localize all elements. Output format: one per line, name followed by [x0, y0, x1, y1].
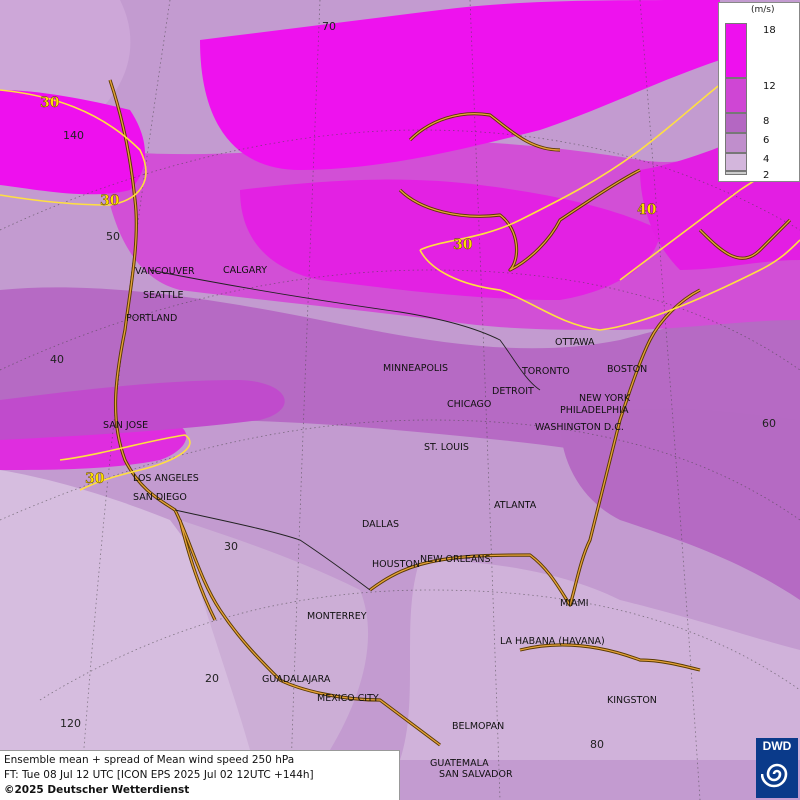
grid-label-80: 80: [590, 738, 604, 751]
legend-swatch-18: [725, 23, 747, 78]
grid-label-70: 70: [322, 20, 336, 33]
caption-title: Ensemble mean + spread of Mean wind spee…: [4, 754, 295, 766]
city-label: MEXICO CITY: [317, 693, 379, 704]
legend-swatch-8: [725, 113, 747, 133]
legend-swatch-2: [725, 171, 747, 175]
city-label: LOS ANGELES: [133, 473, 199, 484]
city-label: DALLAS: [362, 519, 399, 530]
light-area-canada-west: [0, 0, 131, 115]
caption-forecast-time: FT: Tue 08 Jul 12 UTC [ICON EPS 2025 Jul…: [4, 769, 314, 781]
isotach-contours: [0, 69, 800, 491]
medium-wind-area-east: [560, 408, 800, 600]
contour-label-40-east: 40: [637, 202, 657, 218]
jet-max-north: [200, 0, 720, 170]
grid-label-120: 120: [60, 717, 81, 730]
map-caption: Ensemble mean + spread of Mean wind spee…: [0, 750, 400, 800]
jet-tongue-california: [0, 380, 285, 440]
legend-unit: (m/s): [751, 5, 775, 15]
color-legend: (m/s) 18 12 8 6 4 2: [718, 2, 800, 182]
dwd-logo-text: DWD: [762, 739, 792, 753]
city-label: MONTERREY: [307, 611, 367, 622]
city-label: CHICAGO: [447, 399, 491, 410]
city-label: SAN SALVADOR: [439, 769, 513, 780]
city-label: KINGSTON: [607, 695, 657, 706]
city-label: NEW YORK: [579, 393, 631, 404]
city-label: DETROIT: [492, 386, 534, 397]
legend-tick-18: 18: [763, 25, 776, 36]
city-label: HOUSTON: [372, 559, 420, 570]
legend-swatch-12: [725, 78, 747, 113]
city-label: ATLANTA: [494, 500, 537, 511]
city-label: BELMOPAN: [452, 721, 504, 732]
city-label: PORTLAND: [126, 313, 177, 324]
dwd-logo-spiral-icon: [761, 763, 788, 788]
legend-tick-8: 8: [763, 116, 770, 127]
city-label: GUATEMALA: [430, 758, 489, 769]
legend-tick-2: 2: [763, 170, 770, 181]
coastlines-inner: [109, 79, 791, 746]
city-label: GUADALAJARA: [262, 674, 331, 685]
caption-copyright: ©2025 Deutscher Wetterdienst: [4, 784, 190, 796]
grid-label-20: 20: [205, 672, 219, 685]
dwd-logo: DWD: [756, 738, 798, 798]
city-label: VANCOUVER: [135, 266, 195, 277]
legend-swatch-6: [725, 133, 747, 153]
city-label: BOSTON: [607, 364, 647, 375]
city-label: NEW ORLEANS: [420, 554, 491, 565]
contour-label-30-central: 30: [453, 237, 473, 253]
legend-tick-12: 12: [763, 81, 776, 92]
contour-label-30-sw: 30: [85, 471, 105, 487]
city-label: PHILADELPHIA: [560, 405, 629, 416]
low-wind-area-gulf: [400, 560, 800, 760]
legend-swatch-4: [725, 153, 747, 171]
contour-label-30-west: 30: [100, 193, 120, 209]
legend-tick-4: 4: [763, 154, 770, 165]
country-borders: [149, 269, 541, 591]
city-label: TORONTO: [521, 366, 570, 377]
jet-max-central: [240, 179, 660, 300]
city-label: SAN JOSE: [103, 420, 148, 431]
city-label: MIAMI: [560, 598, 589, 609]
legend-tick-6: 6: [763, 135, 770, 146]
grid-label-40: 40: [50, 353, 64, 366]
grid-label-60: 60: [762, 417, 776, 430]
city-label: MINNEAPOLIS: [383, 363, 448, 374]
city-label: SEATTLE: [143, 290, 184, 301]
grid-label-50: 50: [106, 230, 120, 243]
city-labels: VANCOUVER CALGARY SEATTLE PORTLAND MINNE…: [103, 265, 657, 780]
grid-label-30: 30: [224, 540, 238, 553]
city-label: LA HABANA (HAVANA): [500, 636, 605, 647]
city-label: OTTAWA: [555, 337, 595, 348]
contour-label-30-nw: 30: [40, 95, 60, 111]
city-label: WASHINGTON D.C.: [535, 422, 624, 433]
city-label: CALGARY: [223, 265, 267, 276]
jet-max-pacific-nw: [0, 90, 145, 195]
grid-label-140: 140: [63, 129, 84, 142]
city-label: ST. LOUIS: [424, 442, 469, 453]
city-label: SAN DIEGO: [133, 492, 187, 503]
